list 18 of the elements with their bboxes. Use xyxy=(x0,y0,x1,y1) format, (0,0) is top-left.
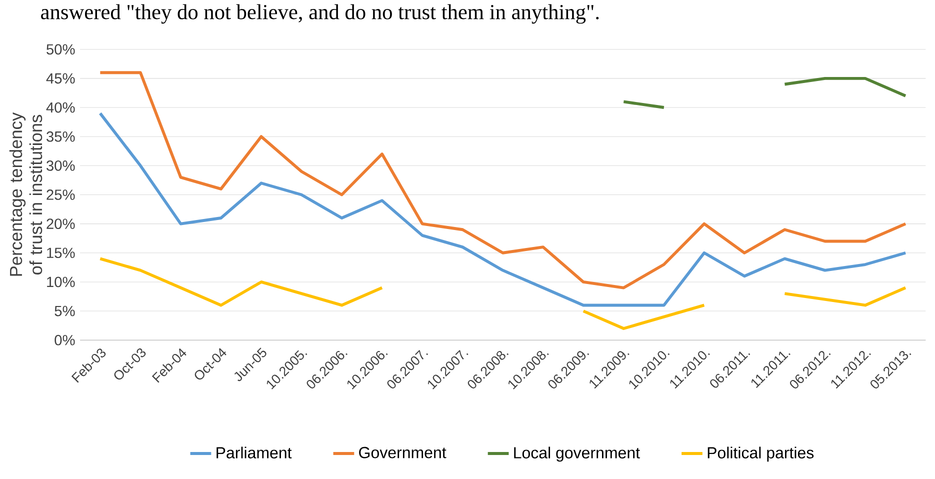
y-tick-label: 15% xyxy=(47,248,75,258)
legend-label: Parliament xyxy=(216,446,292,459)
y-tick-label: 25% xyxy=(46,190,75,200)
y-tick-label: 40% xyxy=(46,102,75,113)
line-series xyxy=(98,71,907,290)
legend-label: Local government xyxy=(514,446,640,462)
y-tick-label: 45% xyxy=(46,73,75,84)
y-tick-label: 0% xyxy=(54,335,75,346)
legend-label: Political parties xyxy=(708,446,814,462)
y-tick-label: 10% xyxy=(47,276,75,288)
y-tick-label: 50% xyxy=(46,44,75,55)
y-axis-title: Percentage tendency of trust in institutions xyxy=(9,112,42,276)
y-tick-label: 30% xyxy=(46,160,75,171)
legend-label: Government xyxy=(359,447,446,458)
y-tick-label: 5% xyxy=(54,306,75,316)
text: answered "they do not believe, and do no trust them in anything". xyxy=(41,4,599,24)
y-tick-label: 20% xyxy=(46,218,75,230)
y-tick-label: 35% xyxy=(46,131,75,142)
